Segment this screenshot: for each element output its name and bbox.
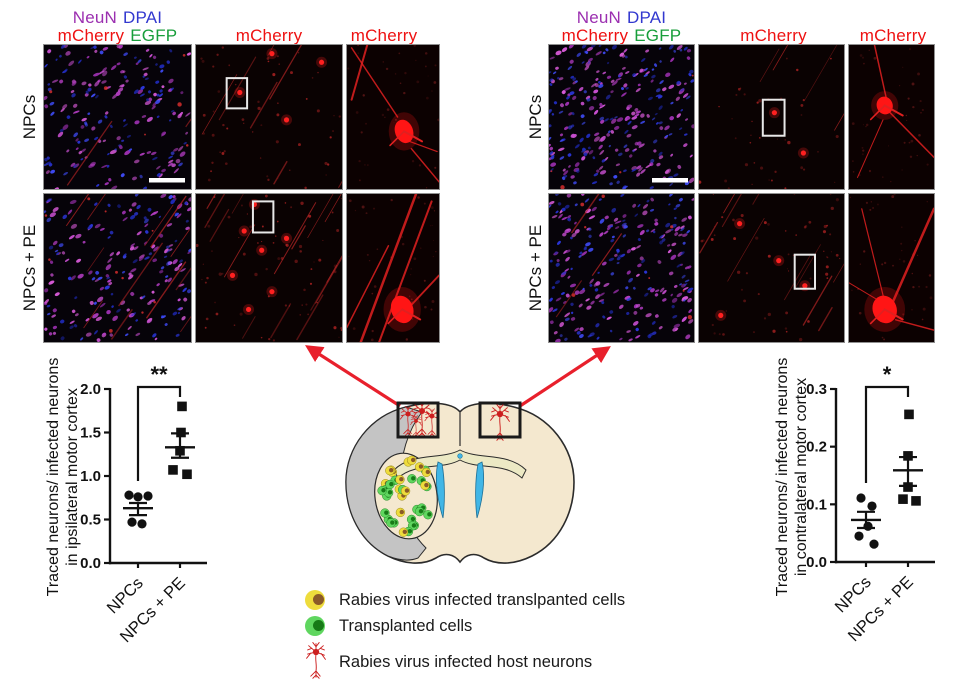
right-panel-col2-header: mCherry — [740, 26, 807, 45]
left-image-panel — [43, 44, 440, 343]
mcherry-image-tile — [195, 193, 343, 343]
arrow-to-right-panel — [519, 346, 611, 408]
dapi-label: DPAI — [627, 8, 667, 27]
roi-box — [225, 77, 249, 110]
left-panel-col3-header: mCherry — [350, 26, 418, 45]
mcherry-zoom-tile — [848, 44, 935, 190]
svg-text:0.0: 0.0 — [80, 555, 101, 572]
diagram-legend: Rabies virus infected translpanted cells… — [305, 590, 735, 684]
mcherry-image-tile — [195, 44, 343, 190]
transplanted-cells-cluster — [377, 455, 433, 537]
mcherry-zoom-tile — [346, 193, 440, 343]
svg-text:2.0: 2.0 — [80, 381, 101, 398]
mcherry-label: mCherry — [57, 26, 125, 45]
svg-text:0.3: 0.3 — [806, 381, 827, 398]
mcherry-zoom-tile — [848, 193, 935, 343]
transplanted-cell-icon — [305, 616, 325, 636]
svg-text:**: ** — [150, 362, 168, 387]
ipsilateral-cortex-box — [396, 401, 440, 439]
right-panel-row1-label: NPCs — [526, 94, 545, 140]
left-ventricle — [435, 461, 445, 519]
svg-text:Traced neurons/ infected neuro: Traced neurons/ infected neurons — [45, 358, 62, 596]
merged-image-tile — [43, 44, 192, 190]
mcherry-label: mCherry — [561, 26, 629, 45]
infected-transplanted-cell-icon — [305, 590, 325, 610]
right-panel-row2-label: NPCs + PE — [526, 224, 545, 312]
arrow-to-left-panel — [305, 345, 401, 408]
legend-label: Rabies virus infected translpanted cells — [339, 590, 626, 609]
infected-host-neuron-icon — [306, 642, 326, 679]
roi-box — [793, 253, 816, 290]
svg-text:0.5: 0.5 — [80, 512, 101, 529]
merged-image-tile — [548, 44, 695, 190]
legend-item: Transplanted cells — [305, 616, 472, 636]
neun-label: NeuN — [576, 8, 622, 27]
right-panel-merge-header-line1: NeuN DPAI — [548, 8, 695, 28]
legend-label: Rabies virus infected host neurons — [339, 652, 593, 671]
right-panel-col3-header: mCherry — [859, 26, 927, 45]
svg-text:1.5: 1.5 — [80, 425, 101, 442]
left-panel-col2-header: mCherry — [235, 26, 303, 45]
contralateral-cortex-box — [478, 401, 522, 439]
legend-item: Rabies virus infected host neurons — [305, 640, 592, 684]
svg-text:0.0: 0.0 — [806, 554, 827, 571]
merged-image-tile — [43, 193, 192, 343]
left-panel-row2-label: NPCs + PE — [20, 224, 39, 312]
scale-bar — [149, 178, 185, 183]
svg-text:1.0: 1.0 — [80, 468, 101, 485]
svg-text:0.1: 0.1 — [806, 496, 827, 513]
left-panel-row1-label: NPCs — [20, 94, 39, 140]
brain-coronal-diagram — [345, 401, 575, 564]
right-panel-merge-header-line2: mCherry EGFP — [548, 26, 695, 46]
left-panel-merge-header-line2: mCherry EGFP — [43, 26, 192, 46]
egfp-label: EGFP — [130, 26, 178, 45]
svg-text:in ipsilateral motor cortex: in ipsilateral motor cortex — [64, 388, 81, 566]
third-ventricle — [457, 453, 463, 459]
dapi-label: DPAI — [123, 8, 163, 27]
egfp-label: EGFP — [634, 26, 682, 45]
scale-bar — [652, 178, 688, 183]
legend-item: Rabies virus infected translpanted cells — [305, 590, 625, 610]
merged-image-tile — [548, 193, 695, 343]
mcherry-image-tile — [698, 193, 845, 343]
right-image-panel — [548, 44, 935, 343]
svg-text:Traced neurons/ infected neuro: Traced neurons/ infected neurons — [774, 358, 791, 596]
mcherry-image-tile — [698, 44, 845, 190]
svg-text:0.2: 0.2 — [806, 439, 827, 456]
right-ventricle — [475, 461, 485, 519]
left-panel-merge-header-line1: NeuN DPAI — [43, 8, 192, 28]
roi-box — [761, 98, 786, 137]
mcherry-zoom-tile — [346, 44, 440, 190]
neun-label: NeuN — [72, 8, 118, 27]
svg-text:in contralateral motor cortex: in contralateral motor cortex — [793, 378, 810, 576]
svg-text:*: * — [883, 362, 892, 387]
roi-box — [251, 200, 275, 234]
legend-label: Transplanted cells — [339, 616, 473, 635]
